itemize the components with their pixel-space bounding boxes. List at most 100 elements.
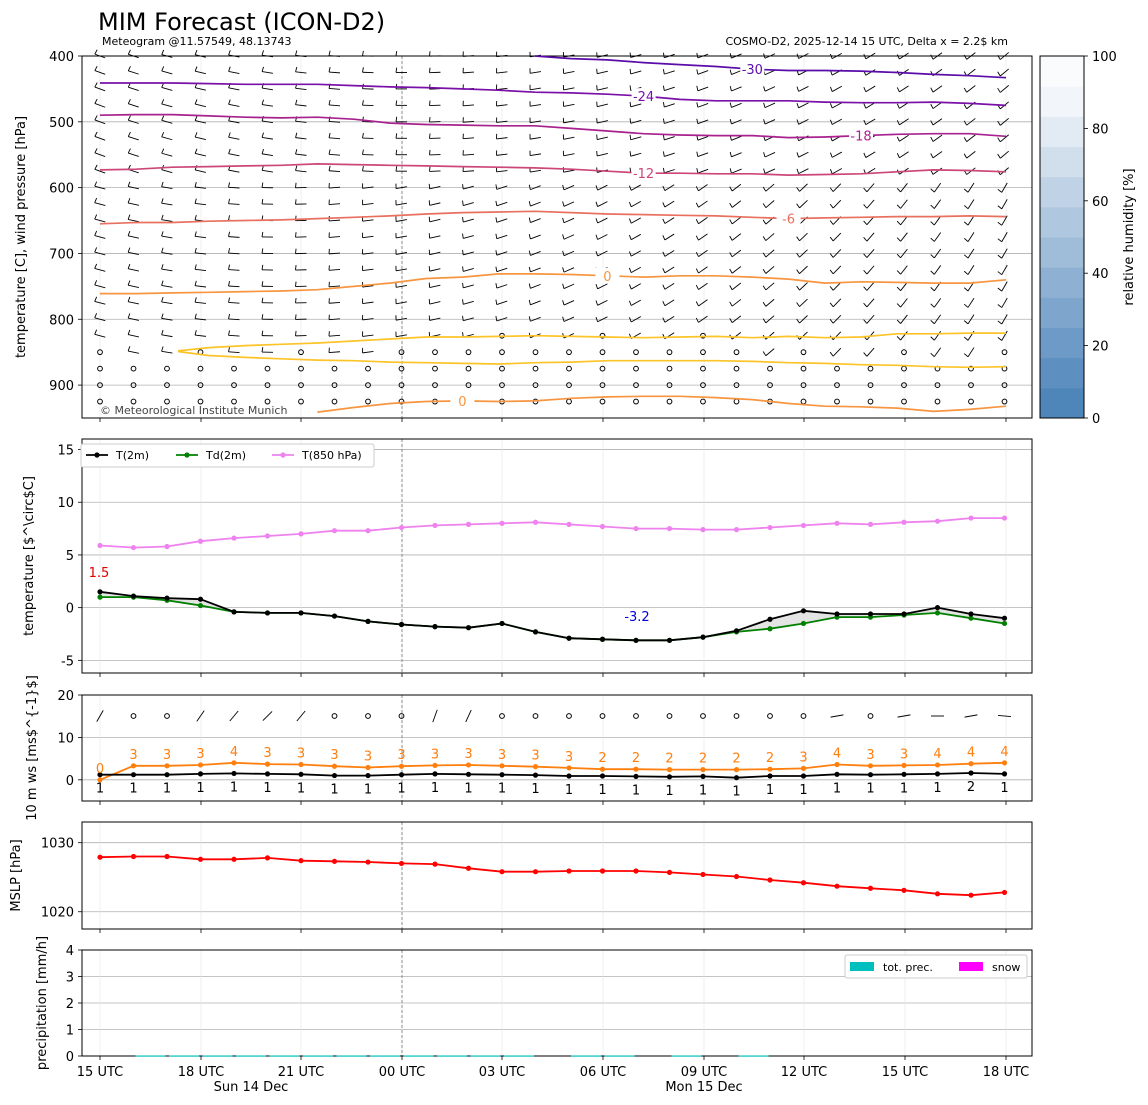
- mslp-line-point: [231, 856, 237, 862]
- wind-barb-flag: [896, 54, 900, 60]
- wind-barb: [799, 199, 808, 209]
- wind-barb: [463, 300, 474, 305]
- wind-barb-flag: [763, 53, 766, 59]
- upper-ylabel: temperature [C], wind pressure [hPa]: [14, 116, 29, 358]
- wind-barb: [630, 136, 642, 141]
- wind-barb-flag: [796, 187, 800, 192]
- upper-ytick-label: 500: [49, 116, 74, 131]
- wind-barb: [94, 70, 106, 75]
- wind-barb: [831, 168, 843, 175]
- wind-barb-flag: [194, 313, 197, 319]
- wind-barb: [999, 68, 1010, 77]
- wind-barb-flag: [662, 317, 666, 323]
- legend-marker: [184, 452, 190, 458]
- calm-wind-marker: [599, 349, 606, 356]
- wind-barb-flag: [997, 55, 1001, 60]
- calm-wind-marker: [800, 398, 807, 405]
- wind-barb: [195, 70, 206, 75]
- wind-barb-flag: [127, 247, 131, 253]
- wind-barb: [328, 351, 341, 354]
- wind-barb-flag: [194, 66, 198, 72]
- calm-wind-marker: [398, 382, 405, 388]
- calm-wind-marker: [733, 365, 740, 372]
- wind-barb: [664, 152, 675, 157]
- t850-line-point: [733, 527, 740, 533]
- wind-speed-line-point: [566, 773, 572, 779]
- wind-barb: [328, 104, 341, 107]
- calm-wind-marker: [867, 398, 874, 405]
- wind-barb-flag: [228, 66, 231, 72]
- wind-barb: [765, 282, 775, 291]
- wind-speed-line-point: [331, 772, 338, 779]
- speed-value-label: 1: [1000, 781, 1008, 796]
- t850-line-point: [532, 519, 539, 525]
- wind-barb: [999, 52, 1010, 60]
- gust-value-label: 4: [1000, 745, 1008, 760]
- calm-wind-marker: [733, 349, 740, 356]
- wind-barb-flag: [997, 254, 1003, 259]
- wind-barb: [831, 85, 843, 92]
- t850-line-point: [599, 523, 606, 530]
- wind-barb: [697, 86, 709, 92]
- t2m-line-point: [264, 610, 271, 616]
- wind-barb: [832, 199, 842, 209]
- wind-barb: [630, 54, 642, 58]
- wind-barb: [462, 170, 475, 173]
- wind-barb: [328, 252, 341, 255]
- wind-barb: [128, 136, 139, 141]
- wind-barb-flag: [261, 330, 264, 336]
- wind-barb-flag: [528, 316, 531, 322]
- wind-barb: [295, 137, 307, 140]
- wind-barb-flag: [429, 149, 431, 155]
- wind-barb: [529, 153, 542, 157]
- wind-barb: [597, 250, 608, 257]
- calm-wind-marker: [398, 713, 405, 719]
- isotherm-label-bg: [776, 210, 801, 226]
- gust-line-point: [1001, 760, 1008, 766]
- wind-barb: [396, 268, 407, 272]
- precipitation-bar: [571, 1055, 601, 1057]
- wind-frame: [81, 694, 1033, 802]
- calm-wind-marker: [465, 349, 472, 356]
- td2m-line-point: [767, 626, 773, 632]
- wind-barb-flag: [963, 137, 968, 142]
- wind-barb-flag: [94, 131, 98, 137]
- wind-barb-flag: [528, 250, 531, 256]
- wind-barb-flag: [896, 303, 901, 308]
- calm-wind-marker: [834, 398, 840, 405]
- wind-barb-flag: [194, 99, 198, 105]
- wind-barb-flag: [94, 164, 98, 170]
- wind-barb: [933, 330, 942, 341]
- colorbar-swatch: [1040, 387, 1084, 419]
- wind-barb: [362, 318, 374, 321]
- wind-barb: [362, 186, 374, 189]
- wind-barb-flag: [762, 236, 767, 241]
- wind-barb: [194, 301, 207, 304]
- isotherm-label-bg: [595, 267, 620, 283]
- isotherm-line: [99, 163, 1007, 176]
- calm-wind-marker: [666, 398, 673, 405]
- wind-barb: [933, 215, 942, 226]
- wind-barb-flag: [628, 284, 632, 290]
- wind-barb-flag: [863, 187, 868, 193]
- t850-line-point: [398, 524, 405, 531]
- td2m-line-point: [934, 610, 941, 616]
- gust-value-label: 2: [732, 752, 740, 767]
- gust-line-point: [599, 766, 606, 772]
- wind-barb: [731, 152, 742, 158]
- wind-barb-flag: [829, 187, 834, 192]
- temperature-ylabel: temperature [$^\circ$C]: [22, 476, 37, 636]
- calm-wind-marker: [432, 382, 438, 388]
- gust-line-point: [733, 767, 740, 773]
- wind-barb: [697, 53, 709, 59]
- wind-barb: [932, 85, 943, 93]
- wind-barb-flag: [362, 50, 364, 56]
- wind-barb-flag: [863, 302, 868, 308]
- wind-barb: [999, 85, 1010, 93]
- colorbar-label: relative humidity [%]: [1122, 168, 1137, 305]
- chart-subtitle-left: Meteogram @11.57549, 48.13743: [102, 35, 292, 48]
- precipitation-ylabel: precipitation [mm/h]: [35, 936, 50, 1070]
- precipitation-bar: [303, 1055, 333, 1057]
- wind-barb: [496, 104, 508, 107]
- wind-barb-flag: [161, 214, 164, 220]
